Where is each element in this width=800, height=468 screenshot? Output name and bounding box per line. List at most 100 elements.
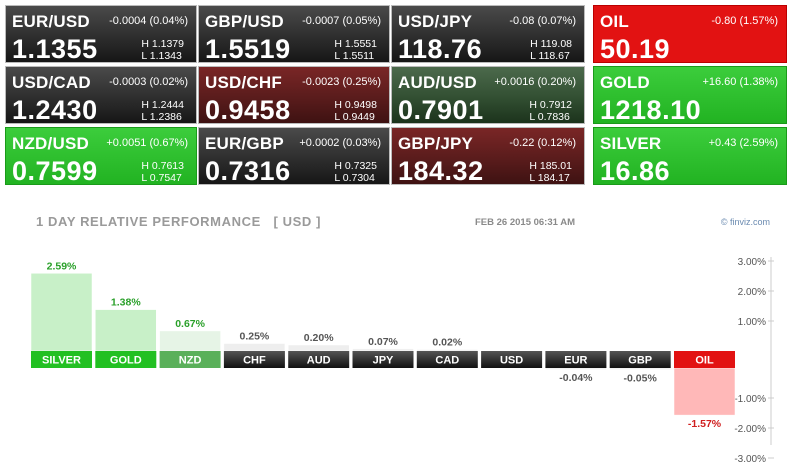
- quote-change: -0.0003 (0.02%): [109, 76, 188, 88]
- quote-high-low: H 1.5551 L 1.5511: [334, 38, 377, 62]
- quote-high: H 0.9498: [334, 99, 377, 111]
- y-tick-label: 1.00%: [738, 317, 766, 328]
- quote-symbol: SILVER: [600, 134, 662, 153]
- quote-high-low: H 0.7912 L 0.7836: [529, 99, 572, 123]
- quote-change: +0.43 (2.59%): [708, 137, 778, 149]
- quote-low: L 0.7304: [334, 172, 375, 184]
- value-label-gbp: -0.05%: [624, 373, 658, 385]
- quote-low: L 0.7547: [141, 172, 182, 184]
- quote-change: -0.22 (0.12%): [509, 137, 576, 149]
- quote-price: 0.9458: [205, 95, 291, 124]
- chart-date: FEB 26 2015 06:31 AM: [475, 217, 575, 228]
- quote-price: 118.76: [398, 34, 483, 63]
- y-axis: 3.00% 2.00% 1.00% -1.00% -2.00% -3.00%: [734, 257, 774, 465]
- bar-gold: [95, 309, 157, 352]
- value-label-chf: 0.25%: [240, 331, 270, 343]
- quote-high: H 119.08: [530, 38, 572, 50]
- bar-aud: [287, 344, 350, 352]
- quote-price: 0.7599: [12, 156, 98, 185]
- quote-high: H 0.7325: [334, 160, 377, 172]
- bars-group: SILVER 2.59% GOLD 1.38% NZD 0.67% CHF 0.25% AUD 0…: [30, 260, 736, 430]
- quote-low: L 184.17: [529, 172, 570, 184]
- quote-symbol: USD/JPY: [398, 12, 473, 31]
- y-tick-label: -2.00%: [734, 424, 766, 435]
- category-label-silver: SILVER: [42, 355, 81, 367]
- quote-symbol: USD/CAD: [12, 73, 91, 92]
- category-label-cad: CAD: [435, 355, 459, 367]
- bar-nzd: [159, 330, 221, 352]
- chart-source[interactable]: © finviz.com: [721, 217, 770, 227]
- bar-jpy: [352, 348, 414, 352]
- quote-tile-nzd-usd[interactable]: NZD/USD +0.0051 (0.67%) 0.7599 H 0.7613 L 0.…: [5, 127, 197, 185]
- quote-symbol: EUR/USD: [12, 12, 90, 31]
- value-label-eur: -0.04%: [559, 372, 593, 384]
- quote-tile-usd-cad[interactable]: USD/CAD -0.0003 (0.02%) 1.2430 H 1.2444 L 1.…: [5, 66, 197, 124]
- value-label-jpy: 0.07%: [368, 336, 398, 348]
- quote-tile-eur-gbp[interactable]: EUR/GBP +0.0002 (0.03%) 0.7316 H 0.7325 L 0.…: [198, 127, 390, 185]
- category-strip-cad[interactable]: [416, 351, 478, 368]
- bar-silver: [30, 273, 93, 352]
- value-label-oil: -1.57%: [688, 418, 722, 430]
- bar-eur: [545, 367, 607, 370]
- quote-high: H 1.5551: [334, 38, 377, 50]
- quote-symbol: USD/CHF: [205, 73, 282, 92]
- quote-high: H 1.2444: [141, 99, 184, 111]
- quote-high: H 1.1379: [141, 38, 184, 50]
- quote-tiles-grid: EUR/USD -0.0004 (0.04%) 1.1355 H 1.1379 L 1.…: [0, 0, 800, 190]
- quote-tile-gbp-jpy[interactable]: GBP/JPY -0.22 (0.12%) 184.32 H 185.01 L 184.…: [391, 127, 585, 185]
- relative-performance-chart: 1 DAY RELATIVE PERFORMANCE [ USD ] FEB 2…: [30, 214, 774, 465]
- y-tick-label: -3.00%: [734, 454, 766, 465]
- quote-symbol: AUD/USD: [398, 73, 477, 92]
- quote-change: +0.0016 (0.20%): [494, 76, 576, 88]
- quote-high-low: H 185.01 L 184.17: [529, 160, 572, 184]
- quote-high-low: H 0.7613 L 0.7547: [141, 160, 184, 184]
- quote-symbol: EUR/GBP: [205, 134, 284, 153]
- quote-low: L 1.2386: [141, 111, 182, 123]
- quote-tile-gbp-usd[interactable]: GBP/USD -0.0007 (0.05%) 1.5519 H 1.5551 L 1.…: [198, 5, 390, 63]
- quote-symbol: OIL: [600, 12, 629, 31]
- quote-tile-usd-jpy[interactable]: USD/JPY -0.08 (0.07%) 118.76 H 119.08 L 118.…: [391, 5, 585, 63]
- quote-high-low: H 0.9498 L 0.9449: [334, 99, 377, 123]
- category-strip-chf[interactable]: [223, 351, 285, 368]
- quote-price: 1.1355: [12, 34, 98, 63]
- quote-price: 1.5519: [205, 34, 291, 63]
- category-label-oil: OIL: [695, 355, 714, 367]
- quote-symbol: GBP/USD: [205, 12, 284, 31]
- chart-title: 1 DAY RELATIVE PERFORMANCE [ USD ]: [36, 214, 321, 229]
- category-strip-nzd[interactable]: [159, 351, 221, 368]
- quote-change: -0.08 (0.07%): [509, 15, 576, 27]
- category-strip-jpy[interactable]: [352, 351, 414, 368]
- quote-tile-silver[interactable]: SILVER +0.43 (2.59%) 16.86: [593, 127, 787, 185]
- quote-change: +16.60 (1.38%): [702, 76, 778, 88]
- bar-chf: [223, 343, 286, 352]
- category-strip-gbp[interactable]: [609, 351, 671, 368]
- category-strip-aud[interactable]: [288, 351, 350, 368]
- quote-tile-aud-usd[interactable]: AUD/USD +0.0016 (0.20%) 0.7901 H 0.7912 L 0.…: [391, 66, 585, 124]
- quote-price: 184.32: [398, 156, 484, 185]
- quote-tile-eur-usd[interactable]: EUR/USD -0.0004 (0.04%) 1.1355 H 1.1379 L 1.…: [5, 5, 197, 63]
- quote-symbol: GBP/JPY: [398, 134, 474, 153]
- quote-price: 1.2430: [12, 95, 98, 124]
- quote-tile-usd-chf[interactable]: USD/CHF -0.0023 (0.25%) 0.9458 H 0.9498 L 0.…: [198, 66, 390, 124]
- category-strip-silver[interactable]: [31, 351, 92, 368]
- value-label-nzd: 0.67%: [175, 318, 205, 330]
- quote-price: 50.19: [600, 34, 671, 63]
- quote-tile-oil[interactable]: OIL -0.80 (1.57%) 50.19: [593, 5, 787, 63]
- category-label-nzd: NZD: [179, 355, 202, 367]
- quote-high-low: H 1.2444 L 1.2386: [141, 99, 184, 123]
- category-strip-oil[interactable]: [674, 351, 735, 368]
- category-strip-eur[interactable]: [545, 351, 607, 368]
- quote-low: L 118.67: [530, 50, 570, 62]
- quote-symbol: NZD/USD: [12, 134, 89, 153]
- quote-high: H 0.7912: [529, 99, 572, 111]
- quote-change: -0.0023 (0.25%): [302, 76, 381, 88]
- category-strip-usd[interactable]: [481, 351, 543, 368]
- quote-change: -0.0007 (0.05%): [302, 15, 381, 27]
- category-label-usd: USD: [500, 355, 523, 367]
- quote-price: 0.7901: [398, 95, 484, 124]
- quote-change: +0.0051 (0.67%): [106, 137, 188, 149]
- category-strip-gold[interactable]: [95, 351, 157, 368]
- quote-change: -0.0004 (0.04%): [109, 15, 188, 27]
- quote-low: L 0.7836: [529, 111, 570, 123]
- quote-tile-gold[interactable]: GOLD +16.60 (1.38%) 1218.10: [593, 66, 787, 124]
